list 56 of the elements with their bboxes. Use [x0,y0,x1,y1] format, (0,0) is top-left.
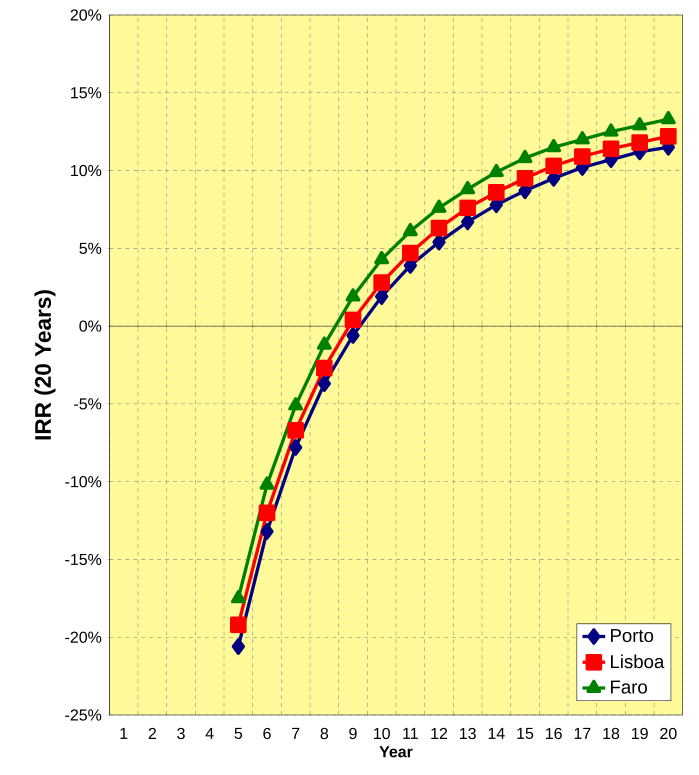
x-tick-label: 4 [206,728,214,739]
point [602,140,620,158]
legend-label: Faro [611,680,647,694]
point [516,170,534,187]
x-tick-label: 13 [460,728,476,740]
y-tick-label: -15% [65,554,102,566]
legend-label: Lisboa [611,654,664,668]
x-tick-label: 8 [320,728,328,740]
legend-label: Porto [611,629,654,642]
x-tick-label: 17 [574,728,590,739]
point [402,244,419,262]
x-tick-label: 7 [292,728,300,739]
point [545,158,562,174]
x-tick-label: 3 [177,728,185,740]
x-tick-label: 12 [431,728,448,739]
point [373,274,390,291]
y-tick-label: 15% [71,87,102,98]
point [258,504,276,522]
x-tick-label: 16 [546,728,562,740]
x-tick-label: 9 [349,728,357,740]
y-tick-label: 0% [79,320,102,332]
x-tick-label: 10 [374,728,390,740]
x-axis-title: Year [379,746,413,758]
point [660,128,677,145]
point [287,422,304,439]
point [346,327,360,344]
point [574,148,591,165]
point [260,523,274,540]
y-tick-label: -20% [65,632,102,643]
x-tick-label: 5 [234,728,242,739]
x-tick-label: 19 [632,728,648,740]
point [631,134,648,151]
x-tick-label: 15 [517,728,534,739]
point [488,184,505,201]
y-tick-label: 5% [79,242,102,254]
x-tick-label: 18 [603,728,620,740]
y-axis-title: IRR (20 Years) [34,290,56,440]
point [318,375,331,392]
point [344,312,362,328]
y-tick-label: 20% [70,9,102,21]
y-tick-label: 10% [71,164,102,176]
point [230,616,247,634]
x-tick-label: 6 [263,728,271,740]
point [289,439,302,456]
y-tick-label: -25% [65,709,102,721]
x-tick-label: 14 [488,728,505,739]
y-tick-label: -10% [65,476,102,488]
point [316,360,333,376]
point [232,638,245,655]
x-tick-label: 11 [403,728,418,739]
point [459,200,476,216]
x-tick-label: 2 [148,728,156,739]
x-tick-label: 1 [120,728,128,739]
y-tick-label: -5% [74,398,102,410]
x-tick-label: 20 [660,728,677,740]
point [430,220,448,236]
